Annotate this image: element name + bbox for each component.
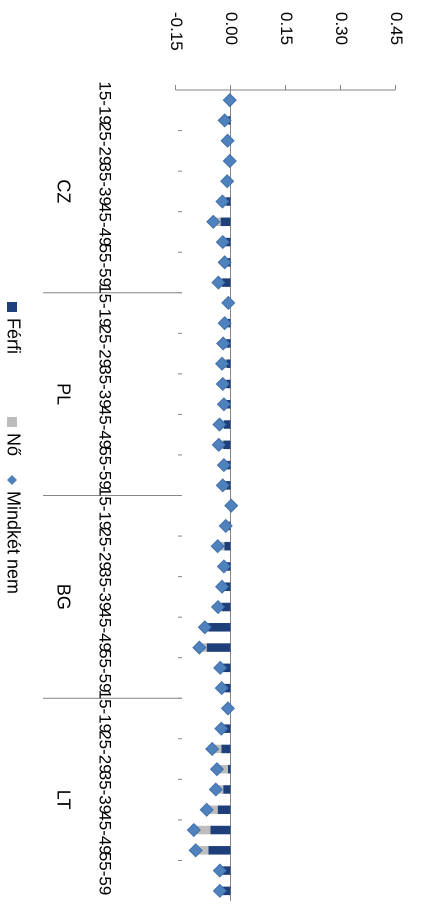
marker-mindket-nem — [215, 376, 230, 392]
value-tick-label: -0.15 — [167, 12, 186, 51]
marker-mindket-nem — [217, 113, 232, 128]
category-label: 15-19 — [96, 284, 115, 327]
bar-f-rfi — [206, 643, 231, 652]
value-tick-label: 0.15 — [277, 12, 296, 45]
value-tick-label: 0.45 — [387, 12, 406, 45]
category-label: 35-39 — [96, 162, 115, 205]
category-label: 15-19 — [96, 690, 115, 733]
marker-mindket-nem — [215, 579, 230, 594]
marker-mindket-nem — [216, 458, 231, 473]
category-label: 45-49 — [96, 609, 115, 652]
marker-mindket-nem — [215, 356, 230, 371]
legend-label: Nő — [3, 433, 23, 456]
marker-mindket-nem — [217, 316, 232, 331]
group-label-pl: PL — [53, 383, 73, 405]
marker-mindket-nem — [222, 93, 237, 108]
legend-label: Mindkét nem — [3, 491, 23, 594]
marker-mindket-nem — [216, 559, 231, 574]
category-label: 35-39 — [96, 365, 115, 408]
marker-mindket-nem — [212, 863, 227, 878]
group-label-cz: CZ — [53, 179, 73, 203]
category-label: 55-59 — [96, 446, 115, 489]
category-label: 45-49 — [96, 203, 115, 246]
legend-marker-diamond — [7, 475, 17, 485]
legend-label: Férfi — [3, 318, 23, 354]
marker-mindket-nem — [209, 762, 224, 777]
category-label: 25-29 — [96, 122, 115, 165]
bar-f-rfi — [223, 440, 231, 450]
marker-mindket-nem — [206, 214, 221, 229]
marker-mindket-nem — [215, 478, 230, 493]
category-label: 25-29 — [96, 325, 115, 368]
labels-layer: 15-1925-2935-3945-4955-5915-1925-2935-39… — [53, 81, 114, 895]
bar-f-rfi — [223, 785, 231, 794]
marker-mindket-nem — [208, 782, 223, 797]
bar-f-rfi — [227, 764, 231, 774]
marker-mindket-nem — [211, 275, 226, 290]
marker-mindket-nem — [210, 539, 225, 554]
marker-mindket-nem — [216, 336, 231, 351]
marker-mindket-nem — [213, 660, 228, 675]
marker-mindket-nem — [199, 802, 214, 817]
legend-item-no: Nő — [3, 417, 23, 456]
category-label: 35-39 — [96, 771, 115, 814]
bar-n- — [193, 825, 211, 835]
marker-mindket-nem — [224, 498, 239, 513]
bar-f-rfi — [217, 805, 231, 815]
bar-f-rfi — [208, 623, 231, 632]
marker-mindket-nem — [215, 194, 230, 209]
legend-swatch — [7, 302, 17, 312]
bar-f-rfi — [221, 744, 231, 754]
marker-mindket-nem — [221, 295, 236, 310]
category-label: 45-49 — [96, 811, 115, 854]
marker-mindket-nem — [216, 397, 231, 412]
category-label: 35-39 — [96, 568, 115, 611]
marker-mindket-nem — [212, 417, 227, 432]
marker-mindket-nem — [210, 599, 226, 615]
group-label-bg: BG — [53, 584, 73, 610]
legend-item-ferfi: Férfi — [3, 302, 23, 354]
bar-f-rfi — [223, 420, 231, 429]
marker-mindket-nem — [192, 640, 207, 655]
marker-mindket-nem — [222, 153, 237, 169]
category-label: 55-59 — [96, 649, 115, 692]
marker-mindket-nem — [220, 133, 235, 148]
bar-f-rfi — [224, 541, 231, 551]
legend-swatch — [7, 417, 17, 427]
group-label-lt: LT — [53, 790, 73, 810]
bar-f-rfi — [222, 278, 231, 287]
category-label: 55-59 — [96, 244, 115, 287]
marker-mindket-nem — [217, 255, 232, 270]
markers-layer — [186, 93, 239, 898]
bar-f-rfi — [221, 602, 231, 612]
value-tick-label: 0.30 — [332, 12, 351, 45]
marker-mindket-nem — [218, 518, 233, 533]
bar-f-rfi — [208, 846, 231, 855]
marker-mindket-nem — [220, 701, 235, 716]
category-label: 15-19 — [96, 487, 115, 530]
category-label: 25-29 — [96, 527, 115, 570]
value-tick-label: 0.00 — [222, 12, 241, 45]
marker-mindket-nem — [197, 620, 212, 635]
legend-item-mindket-nem: Mindkét nem — [3, 475, 23, 594]
marker-mindket-nem — [211, 437, 226, 452]
axis-layer: -0.15 0.00 0.15 0.30 0.45 — [43, 12, 406, 901]
marker-mindket-nem — [214, 681, 229, 696]
bar-f-rfi — [220, 217, 231, 227]
category-label: 45-49 — [96, 406, 115, 449]
marker-mindket-nem — [214, 721, 229, 736]
marker-mindket-nem — [186, 822, 201, 838]
marker-mindket-nem — [188, 843, 203, 858]
category-label: 25-29 — [96, 730, 115, 773]
marker-mindket-nem — [220, 174, 235, 189]
category-label: 55-59 — [96, 852, 115, 895]
bar-f-rfi — [210, 825, 231, 835]
marker-mindket-nem — [212, 883, 227, 898]
marker-mindket-nem — [215, 234, 230, 250]
legend: Férfi Nő Mindkét nem — [3, 302, 23, 594]
marker-mindket-nem — [205, 741, 220, 757]
category-label: 15-19 — [96, 81, 115, 124]
